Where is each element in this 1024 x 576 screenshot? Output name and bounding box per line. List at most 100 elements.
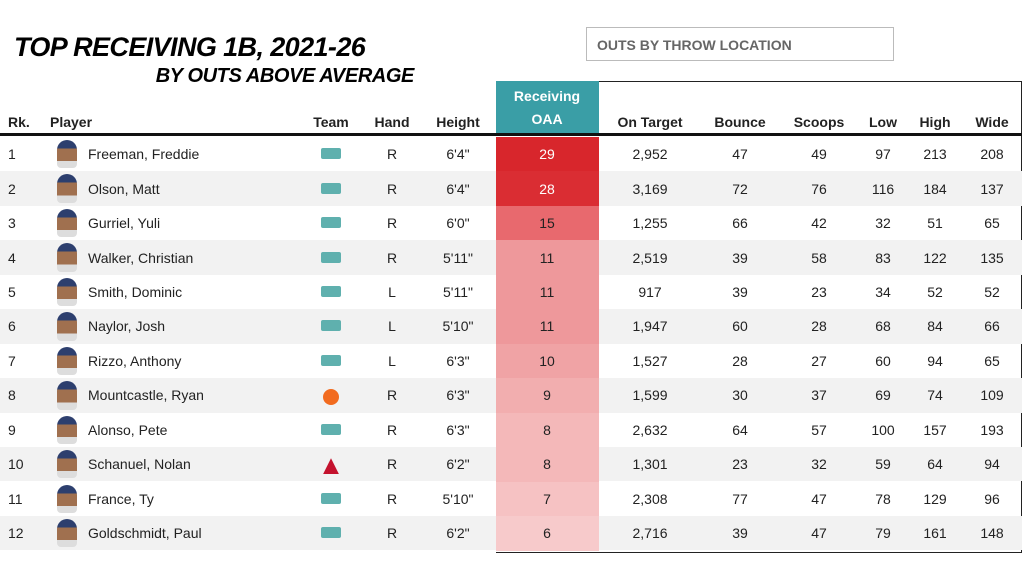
team-logo [321, 217, 341, 229]
column-header[interactable]: Receiving OAA [513, 88, 581, 127]
cell: 6'3" [446, 352, 470, 369]
cell: 28 [811, 318, 827, 335]
player-name[interactable]: Walker, Christian [88, 249, 194, 266]
cell: 76 [811, 180, 827, 197]
cell: R [386, 387, 398, 404]
cell: 1,255 [632, 215, 668, 232]
cell: 157 [923, 421, 947, 438]
cell: 51 [927, 215, 943, 232]
headshot [57, 381, 77, 410]
cell: 213 [923, 146, 947, 163]
cell: 52 [927, 284, 943, 301]
column-header[interactable]: Height [436, 114, 480, 130]
cell: 184 [923, 180, 947, 197]
column-header[interactable]: Team [313, 114, 349, 130]
team-logo [321, 492, 341, 504]
headshot [57, 208, 77, 238]
cell: 1 [8, 146, 16, 163]
cell: 57 [811, 421, 827, 438]
cell: 77 [732, 490, 748, 507]
player-name[interactable]: Smith, Dominic [88, 284, 183, 301]
cell: 6'3" [446, 421, 470, 438]
player-name[interactable]: Schanuel, Nolan [88, 456, 191, 473]
cell: 917 [638, 284, 662, 301]
headshot [57, 140, 77, 169]
headshot [57, 346, 77, 376]
headshot [57, 518, 77, 548]
cell: R [386, 525, 398, 542]
cell: 69 [875, 387, 891, 404]
cell: 32 [811, 456, 827, 473]
cell: 68 [875, 318, 891, 335]
cell: 64 [927, 456, 943, 473]
cell: 65 [984, 215, 1000, 232]
cell: 2,519 [632, 249, 668, 266]
player-name[interactable]: Rizzo, Anthony [88, 352, 182, 369]
column-header[interactable]: Rk. [8, 114, 30, 130]
headshot [57, 484, 77, 513]
cell: 5'11" [443, 284, 473, 301]
cell: 34 [875, 284, 891, 301]
cell: 94 [927, 352, 943, 369]
player-name[interactable]: Alonso, Pete [88, 421, 168, 438]
cell: 60 [732, 318, 748, 335]
cell: 9 [8, 421, 16, 438]
team-logo [323, 389, 339, 406]
column-header[interactable]: Hand [374, 114, 410, 130]
cell: 10 [8, 456, 24, 473]
cell: 2,952 [632, 146, 668, 163]
cell: 30 [732, 387, 748, 404]
cell: 94 [984, 456, 1000, 473]
cell: 6'4" [446, 146, 470, 163]
oaa-cell [496, 240, 599, 276]
player-name[interactable]: Naylor, Josh [88, 318, 166, 335]
cell: 74 [927, 387, 943, 404]
cell: 47 [732, 146, 748, 163]
cell: 6'4" [446, 180, 470, 197]
column-header[interactable]: Low [869, 114, 897, 130]
title: TOP RECEIVING 1B, 2021-26 [14, 32, 366, 62]
oaa-cell [496, 171, 599, 207]
cell: 59 [875, 456, 891, 473]
cell: 2,632 [632, 421, 668, 438]
cell: 1,527 [632, 352, 668, 369]
cell: 193 [980, 421, 1004, 438]
oaa-cell [496, 412, 599, 448]
player-name[interactable]: Goldschmidt, Paul [88, 525, 202, 542]
player-name[interactable]: Gurriel, Yuli [88, 215, 161, 232]
cell: 37 [811, 387, 827, 404]
oaa-cell [496, 137, 599, 172]
cell: 1,599 [632, 387, 668, 404]
cell: 109 [980, 387, 1004, 404]
cell: 5'11" [443, 249, 473, 266]
cell: 96 [984, 490, 1000, 507]
headshot [57, 243, 77, 272]
column-header[interactable]: Bounce [714, 114, 766, 130]
throw-location-button[interactable]: OUTS BY THROW LOCATION [586, 27, 894, 61]
cell: 66 [984, 318, 1000, 335]
cell: 79 [875, 525, 891, 542]
cell: 135 [980, 249, 1004, 266]
column-header[interactable]: On Target [617, 114, 683, 130]
column-header[interactable]: High [919, 114, 951, 130]
cell: 83 [875, 249, 891, 266]
column-header[interactable]: Player [50, 114, 93, 130]
cell: 65 [984, 352, 1000, 369]
player-name[interactable]: France, Ty [88, 490, 154, 507]
player-name[interactable]: Mountcastle, Ryan [88, 387, 204, 404]
cell: 97 [875, 146, 891, 163]
cell: L [388, 352, 396, 369]
player-name[interactable]: Olson, Matt [88, 180, 160, 197]
cell: 8 [543, 456, 551, 473]
column-header[interactable]: Scoops [793, 114, 845, 130]
cell: 6'3" [446, 387, 470, 404]
column-header[interactable]: Wide [975, 114, 1009, 130]
oaa-header-bg [496, 81, 599, 135]
cell: 2,308 [632, 490, 668, 507]
cell: 9 [543, 387, 551, 404]
player-name[interactable]: Freeman, Freddie [88, 146, 200, 163]
header-rule [0, 133, 1022, 136]
headshot [57, 312, 77, 341]
cell: 39 [732, 284, 748, 301]
